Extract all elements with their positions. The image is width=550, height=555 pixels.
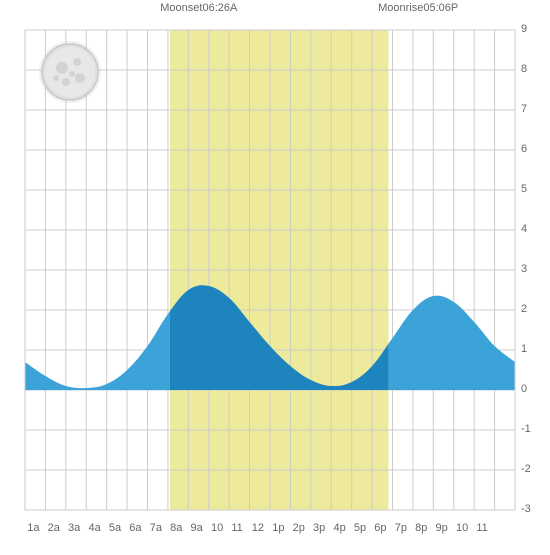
x-tick-label: 9p — [436, 522, 448, 534]
x-tick-label: 5p — [354, 522, 366, 534]
moonrise-label: Moonrise — [378, 2, 423, 14]
y-tick-label: 7 — [521, 103, 527, 115]
x-tick-label: 9a — [191, 522, 203, 534]
x-tick-label: 11 — [231, 522, 242, 534]
x-tick-label: 6p — [374, 522, 386, 534]
x-tick-label: 2p — [293, 522, 305, 534]
x-tick-label: 10 — [456, 522, 468, 534]
x-tick-label: 7a — [150, 522, 162, 534]
y-tick-label: 6 — [521, 143, 527, 155]
x-tick-label: 7p — [395, 522, 407, 534]
x-tick-label: 8p — [415, 522, 427, 534]
x-tick-label: 1a — [27, 522, 39, 534]
x-tick-label: 12 — [252, 522, 264, 534]
x-tick-label: 11 — [476, 522, 487, 534]
chart-svg — [0, 0, 550, 550]
moonset-label: Moonset — [160, 2, 202, 14]
moonset-time: 06:26A — [202, 2, 237, 14]
x-tick-label: 1p — [272, 522, 284, 534]
x-tick-label: 10 — [211, 522, 223, 534]
y-tick-label: 1 — [521, 343, 527, 355]
x-tick-label: 3p — [313, 522, 325, 534]
y-tick-label: 0 — [521, 383, 527, 395]
x-tick-label: 3a — [68, 522, 80, 534]
y-tick-label: 3 — [521, 263, 527, 275]
x-tick-label: 4p — [333, 522, 345, 534]
x-tick-label: 6a — [129, 522, 141, 534]
moonset-header: Moonset06:26A — [160, 2, 237, 14]
x-tick-label: 8a — [170, 522, 182, 534]
y-tick-label: -2 — [521, 463, 531, 475]
x-tick-label: 5a — [109, 522, 121, 534]
moonrise-time: 05:06P — [423, 2, 458, 14]
y-tick-label: -1 — [521, 423, 531, 435]
y-tick-label: 5 — [521, 183, 527, 195]
tide-chart: -3-2-101234567891a2a3a4a5a6a7a8a9a101112… — [0, 0, 550, 550]
moonrise-header: Moonrise05:06P — [378, 2, 458, 14]
y-tick-label: 8 — [521, 63, 527, 75]
y-tick-label: 2 — [521, 303, 527, 315]
y-tick-label: 9 — [521, 23, 527, 35]
x-tick-label: 2a — [48, 522, 60, 534]
x-tick-label: 4a — [88, 522, 100, 534]
y-tick-label: -3 — [521, 503, 531, 515]
y-tick-label: 4 — [521, 223, 527, 235]
